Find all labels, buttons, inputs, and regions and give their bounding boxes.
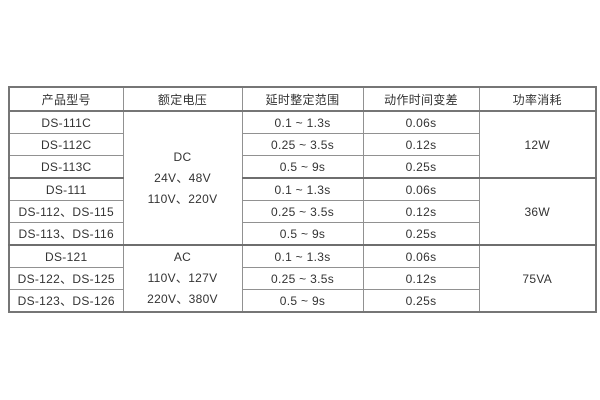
col-header-power-consumption: 功率消耗 — [478, 86, 597, 112]
table-row: DS-112C 0.25 ~ 3.5s 0.12s — [8, 133, 596, 156]
col-header-rated-voltage: 额定电压 — [122, 86, 243, 112]
table-row: DS-112、DS-115 0.25 ~ 3.5s 0.12s — [8, 200, 596, 223]
range-cell: 0.5 ~ 9s — [241, 222, 364, 246]
voltage-line: AC — [173, 250, 192, 264]
col-header-product-model: 产品型号 — [8, 86, 124, 112]
range-cell: 0.5 ~ 9s — [241, 289, 364, 313]
col-header-time-variation: 动作时间变差 — [362, 86, 480, 112]
table-row: DS-113、DS-116 0.5 ~ 9s 0.25s — [8, 222, 596, 246]
table-row: DS-113C 0.5 ~ 9s 0.25s — [8, 155, 596, 179]
table-row: DS-121 AC 110V、127V 220V、380V 0.1 ~ 1.3s… — [8, 244, 597, 313]
power-cell-12w: 12W — [478, 110, 597, 179]
voltage-line: 220V、380V — [147, 292, 218, 306]
variation-cell: 0.06s — [362, 110, 480, 134]
variation-cell: 0.25s — [362, 289, 480, 313]
range-cell: 0.5 ~ 9s — [241, 155, 364, 179]
model-cell: DS-113、DS-116 — [8, 222, 124, 246]
range-cell: 0.1 ~ 1.3s — [241, 244, 364, 268]
voltage-cell-dc: DC 24V、48V 110V、220V — [122, 110, 243, 246]
voltage-line: 24V、48V — [154, 170, 211, 185]
model-cell: DS-111 — [8, 177, 124, 201]
table-row: DS-111 0.1 ~ 1.3s 0.06s 36W — [8, 177, 597, 246]
variation-cell: 0.06s — [362, 244, 480, 268]
col-header-delay-range: 延时整定范围 — [241, 86, 364, 112]
table-row: DS-111C DC 24V、48V 110V、220V 0.1 ~ 1.3s … — [8, 110, 597, 246]
power-cell-75va: 75VA — [478, 244, 597, 313]
range-cell: 0.1 ~ 1.3s — [241, 177, 364, 201]
model-cell: DS-112C — [8, 133, 124, 156]
voltage-line: 110V、220V — [147, 191, 218, 206]
table-row: DS-123、DS-126 0.5 ~ 9s 0.25s — [8, 289, 596, 313]
range-cell: 0.25 ~ 3.5s — [241, 267, 364, 290]
variation-cell: 0.25s — [362, 222, 480, 246]
model-cell: DS-123、DS-126 — [8, 289, 124, 313]
range-cell: 0.1 ~ 1.3s — [241, 110, 364, 134]
model-cell: DS-121 — [8, 244, 124, 268]
table-row: DS-122、DS-125 0.25 ~ 3.5s 0.12s — [8, 267, 596, 290]
voltage-line: 110V、127V — [147, 271, 218, 285]
header-row: 产品型号 额定电压 延时整定范围 动作时间变差 功率消耗 — [8, 86, 597, 112]
range-cell: 0.25 ~ 3.5s — [241, 133, 364, 156]
model-cell: DS-112、DS-115 — [8, 200, 124, 223]
variation-cell: 0.12s — [362, 133, 480, 156]
model-cell: DS-111C — [8, 110, 124, 134]
voltage-line: DC — [173, 149, 192, 164]
voltage-cell-ac: AC 110V、127V 220V、380V — [122, 244, 243, 313]
variation-cell: 0.25s — [362, 155, 480, 179]
range-cell: 0.25 ~ 3.5s — [241, 200, 364, 223]
variation-cell: 0.06s — [362, 177, 480, 201]
variation-cell: 0.12s — [362, 267, 480, 290]
model-cell: DS-113C — [8, 155, 124, 179]
relay-spec-table: 产品型号 额定电压 延时整定范围 动作时间变差 功率消耗 DS-111C DC … — [8, 86, 597, 313]
model-cell: DS-122、DS-125 — [8, 267, 124, 290]
power-cell-36w: 36W — [478, 177, 597, 246]
variation-cell: 0.12s — [362, 200, 480, 223]
